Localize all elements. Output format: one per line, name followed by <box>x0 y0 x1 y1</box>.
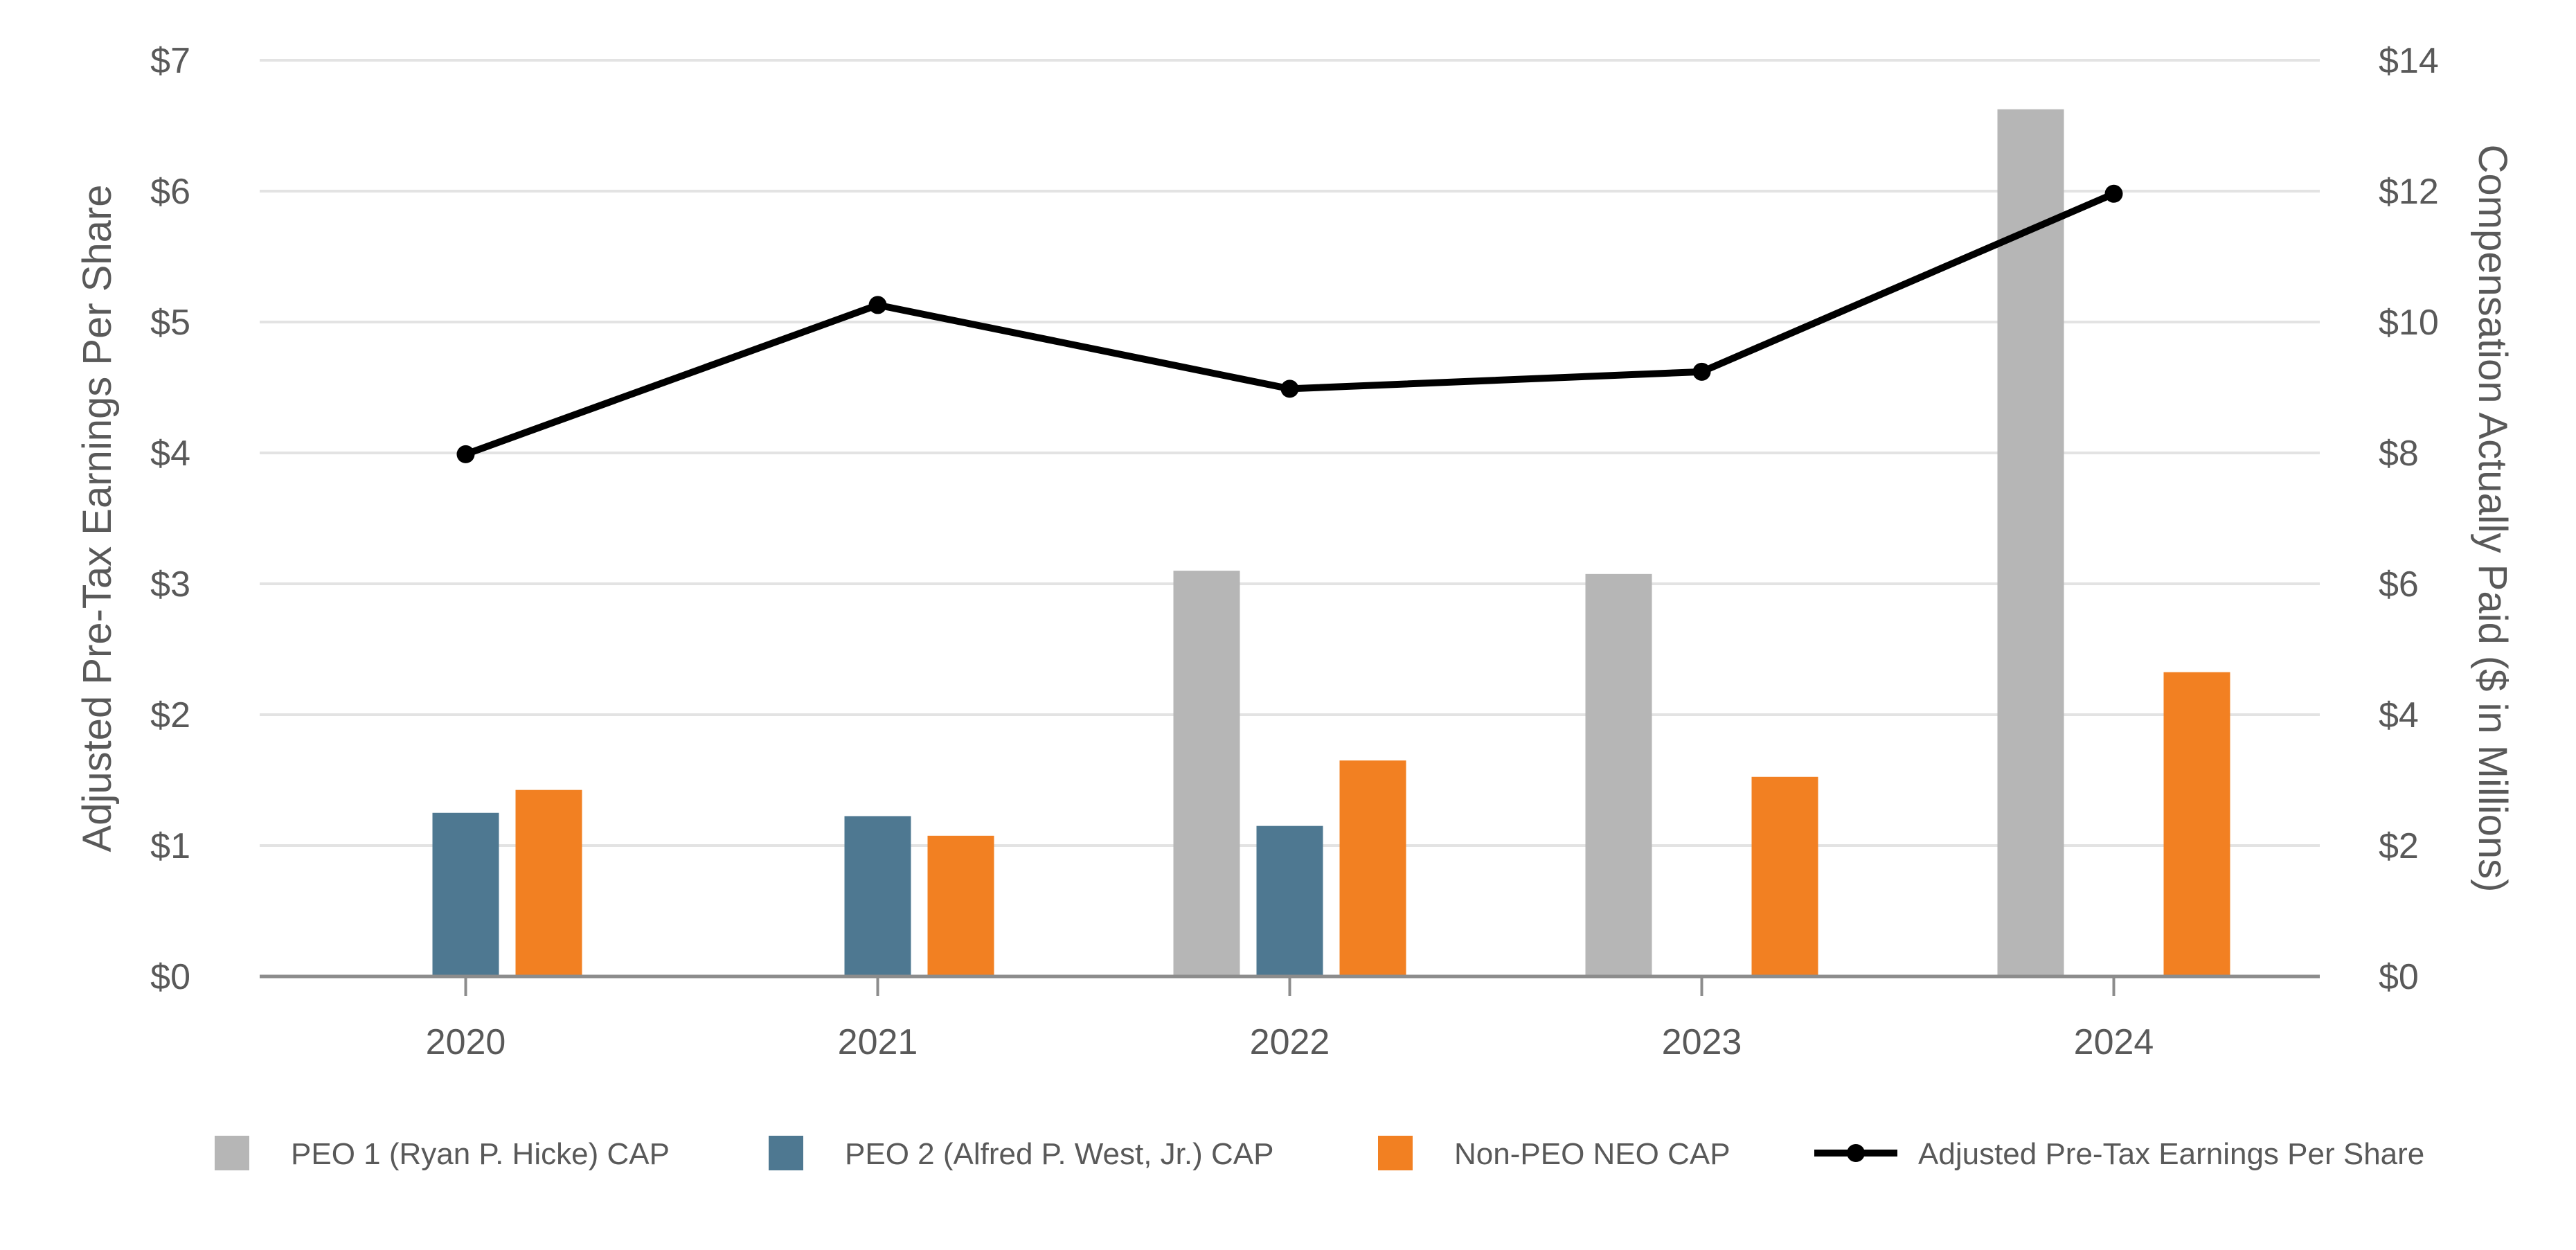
bar-1-2022 <box>1173 571 1240 976</box>
y-left-tick-label: $1 <box>150 826 190 866</box>
x-tick-label: 2024 <box>2074 1022 2154 1062</box>
y-left-tick-label: $5 <box>150 303 190 343</box>
eps-line <box>464 190 2116 458</box>
bar-2-2020 <box>432 812 499 976</box>
legend-swatch <box>769 1136 803 1170</box>
eps-point-2023 <box>1692 362 1711 381</box>
y-left-tick-label: $7 <box>150 41 190 81</box>
y-axis-right-title: Compensation Actually Paid ($ in Million… <box>2470 145 2515 893</box>
x-tick-label: 2022 <box>1250 1022 1330 1062</box>
x-tick-label: 2020 <box>426 1022 506 1062</box>
y-right-tick-label: $12 <box>2379 172 2439 212</box>
legend-label: Adjusted Pre-Tax Earnings Per Share <box>1918 1137 2424 1171</box>
bar-3-2020 <box>515 789 582 976</box>
legend-swatch <box>215 1136 249 1170</box>
y-left-tick-label: $0 <box>150 957 190 997</box>
eps-point-2020 <box>456 445 475 463</box>
eps-point-2021 <box>868 296 887 314</box>
y-right-tick-label: $6 <box>2379 564 2419 605</box>
y-right-tick-label: $4 <box>2379 695 2419 735</box>
legend-label: PEO 1 (Ryan P. Hicke) CAP <box>291 1137 670 1171</box>
bar-3-2022 <box>1339 760 1406 976</box>
bar-3-2023 <box>1751 776 1818 976</box>
x-tick-label: 2023 <box>1662 1022 1742 1062</box>
bar-1-2024 <box>1997 109 2064 976</box>
y-right-tick-label: $2 <box>2379 826 2419 866</box>
y-right-tick-label: $8 <box>2379 434 2419 474</box>
y-left-tick-label: $3 <box>150 564 190 605</box>
bar-3-2024 <box>2163 672 2230 976</box>
legend-label: Non-PEO NEO CAP <box>1454 1137 1730 1171</box>
y-axis-left-title: Adjusted Pre-Tax Earnings Per Share <box>75 185 120 852</box>
bar-3-2021 <box>927 835 994 976</box>
x-tick-label: 2021 <box>838 1022 918 1062</box>
legend-swatch <box>1378 1136 1413 1170</box>
y-right-tick-label: $10 <box>2379 303 2439 343</box>
eps-point-2024 <box>2104 184 2123 203</box>
y-right-tick-label: $14 <box>2379 41 2439 81</box>
legend-line-marker <box>1847 1144 1865 1162</box>
eps-point-2022 <box>1280 380 1299 398</box>
bar-2-2022 <box>1256 825 1323 976</box>
bar-1-2023 <box>1585 573 1652 976</box>
legend-label: PEO 2 (Alfred P. West, Jr.) CAP <box>845 1137 1273 1171</box>
y-left-tick-label: $2 <box>150 695 190 735</box>
y-right-tick-label: $0 <box>2379 957 2419 997</box>
bar-2-2021 <box>844 816 911 976</box>
y-left-tick-label: $4 <box>150 434 190 474</box>
y-left-tick-label: $6 <box>150 172 190 212</box>
